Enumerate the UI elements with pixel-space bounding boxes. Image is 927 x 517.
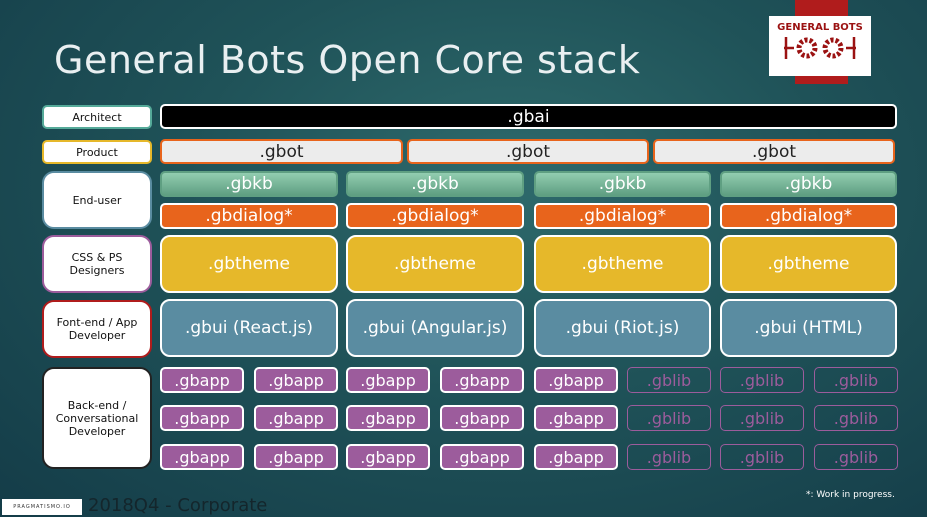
gbtheme-box: .gbtheme xyxy=(720,235,897,293)
gears-icon xyxy=(784,37,856,59)
gbapp-box: .gbapp xyxy=(254,405,338,431)
gbapp-box: .gbapp xyxy=(346,367,430,393)
gbapp-box: .gbapp xyxy=(440,405,524,431)
gblib-box: .gblib xyxy=(814,405,898,431)
gbapp-box: .gbapp xyxy=(160,367,244,393)
gbui-box: .gbui (React.js) xyxy=(160,299,338,357)
pragmatismo-logo: PRAGMATISMO.IO xyxy=(2,499,82,515)
gbui-box: .gbui (HTML) xyxy=(720,299,897,357)
gbui-box: .gbui (Riot.js) xyxy=(534,299,711,357)
gbapp-box: .gbapp xyxy=(254,367,338,393)
gbdialog-box: .gbdialog* xyxy=(346,203,524,229)
gbapp-box: .gbapp xyxy=(346,405,430,431)
footer-text: 2018Q4 - Corporate xyxy=(88,495,268,516)
gblib-box: .gblib xyxy=(720,367,804,393)
gbtheme-box: .gbtheme xyxy=(160,235,338,293)
role-label: Back-end / Conversational Developer xyxy=(42,367,152,469)
gbkb-box: .gbkb xyxy=(720,171,897,197)
role-label: Product xyxy=(42,140,152,164)
gbot-box: .gbot xyxy=(160,139,403,164)
gbapp-box: .gbapp xyxy=(346,444,430,470)
gbot-box: .gbot xyxy=(407,139,649,164)
gbapp-box: .gbapp xyxy=(440,367,524,393)
role-label: Architect xyxy=(42,105,152,129)
role-label: End-user xyxy=(42,171,152,229)
gbapp-box: .gbapp xyxy=(440,444,524,470)
page-title: General Bots Open Core stack xyxy=(54,38,641,82)
gblib-box: .gblib xyxy=(627,405,711,431)
gbapp-box: .gbapp xyxy=(160,405,244,431)
gbkb-box: .gbkb xyxy=(346,171,524,197)
gbkb-box: .gbkb xyxy=(534,171,711,197)
gblib-box: .gblib xyxy=(627,444,711,470)
footnote: *: Work in progress. xyxy=(806,490,895,500)
gbot-box: .gbot xyxy=(653,139,895,164)
role-label: CSS & PS Designers xyxy=(42,235,152,293)
gbapp-box: .gbapp xyxy=(534,444,618,470)
gbtheme-box: .gbtheme xyxy=(346,235,524,293)
gblib-box: .gblib xyxy=(627,367,711,393)
gbdialog-box: .gbdialog* xyxy=(534,203,711,229)
gbapp-box: .gbapp xyxy=(534,367,618,393)
gbapp-box: .gbapp xyxy=(160,444,244,470)
gbui-box: .gbui (Angular.js) xyxy=(346,299,524,357)
gbapp-box: .gbapp xyxy=(254,444,338,470)
logo: GENERAL BOTS xyxy=(769,16,871,76)
gblib-box: .gblib xyxy=(814,367,898,393)
gbkb-box: .gbkb xyxy=(160,171,338,197)
gblib-box: .gblib xyxy=(720,405,804,431)
gbdialog-box: .gbdialog* xyxy=(720,203,897,229)
logo-text: GENERAL BOTS xyxy=(777,22,863,33)
gbdialog-box: .gbdialog* xyxy=(160,203,338,229)
role-label: Font-end / App Developer xyxy=(42,300,152,358)
gbtheme-box: .gbtheme xyxy=(534,235,711,293)
gblib-box: .gblib xyxy=(814,444,898,470)
gbapp-box: .gbapp xyxy=(534,405,618,431)
gbai-layer: .gbai xyxy=(160,104,897,129)
gblib-box: .gblib xyxy=(720,444,804,470)
